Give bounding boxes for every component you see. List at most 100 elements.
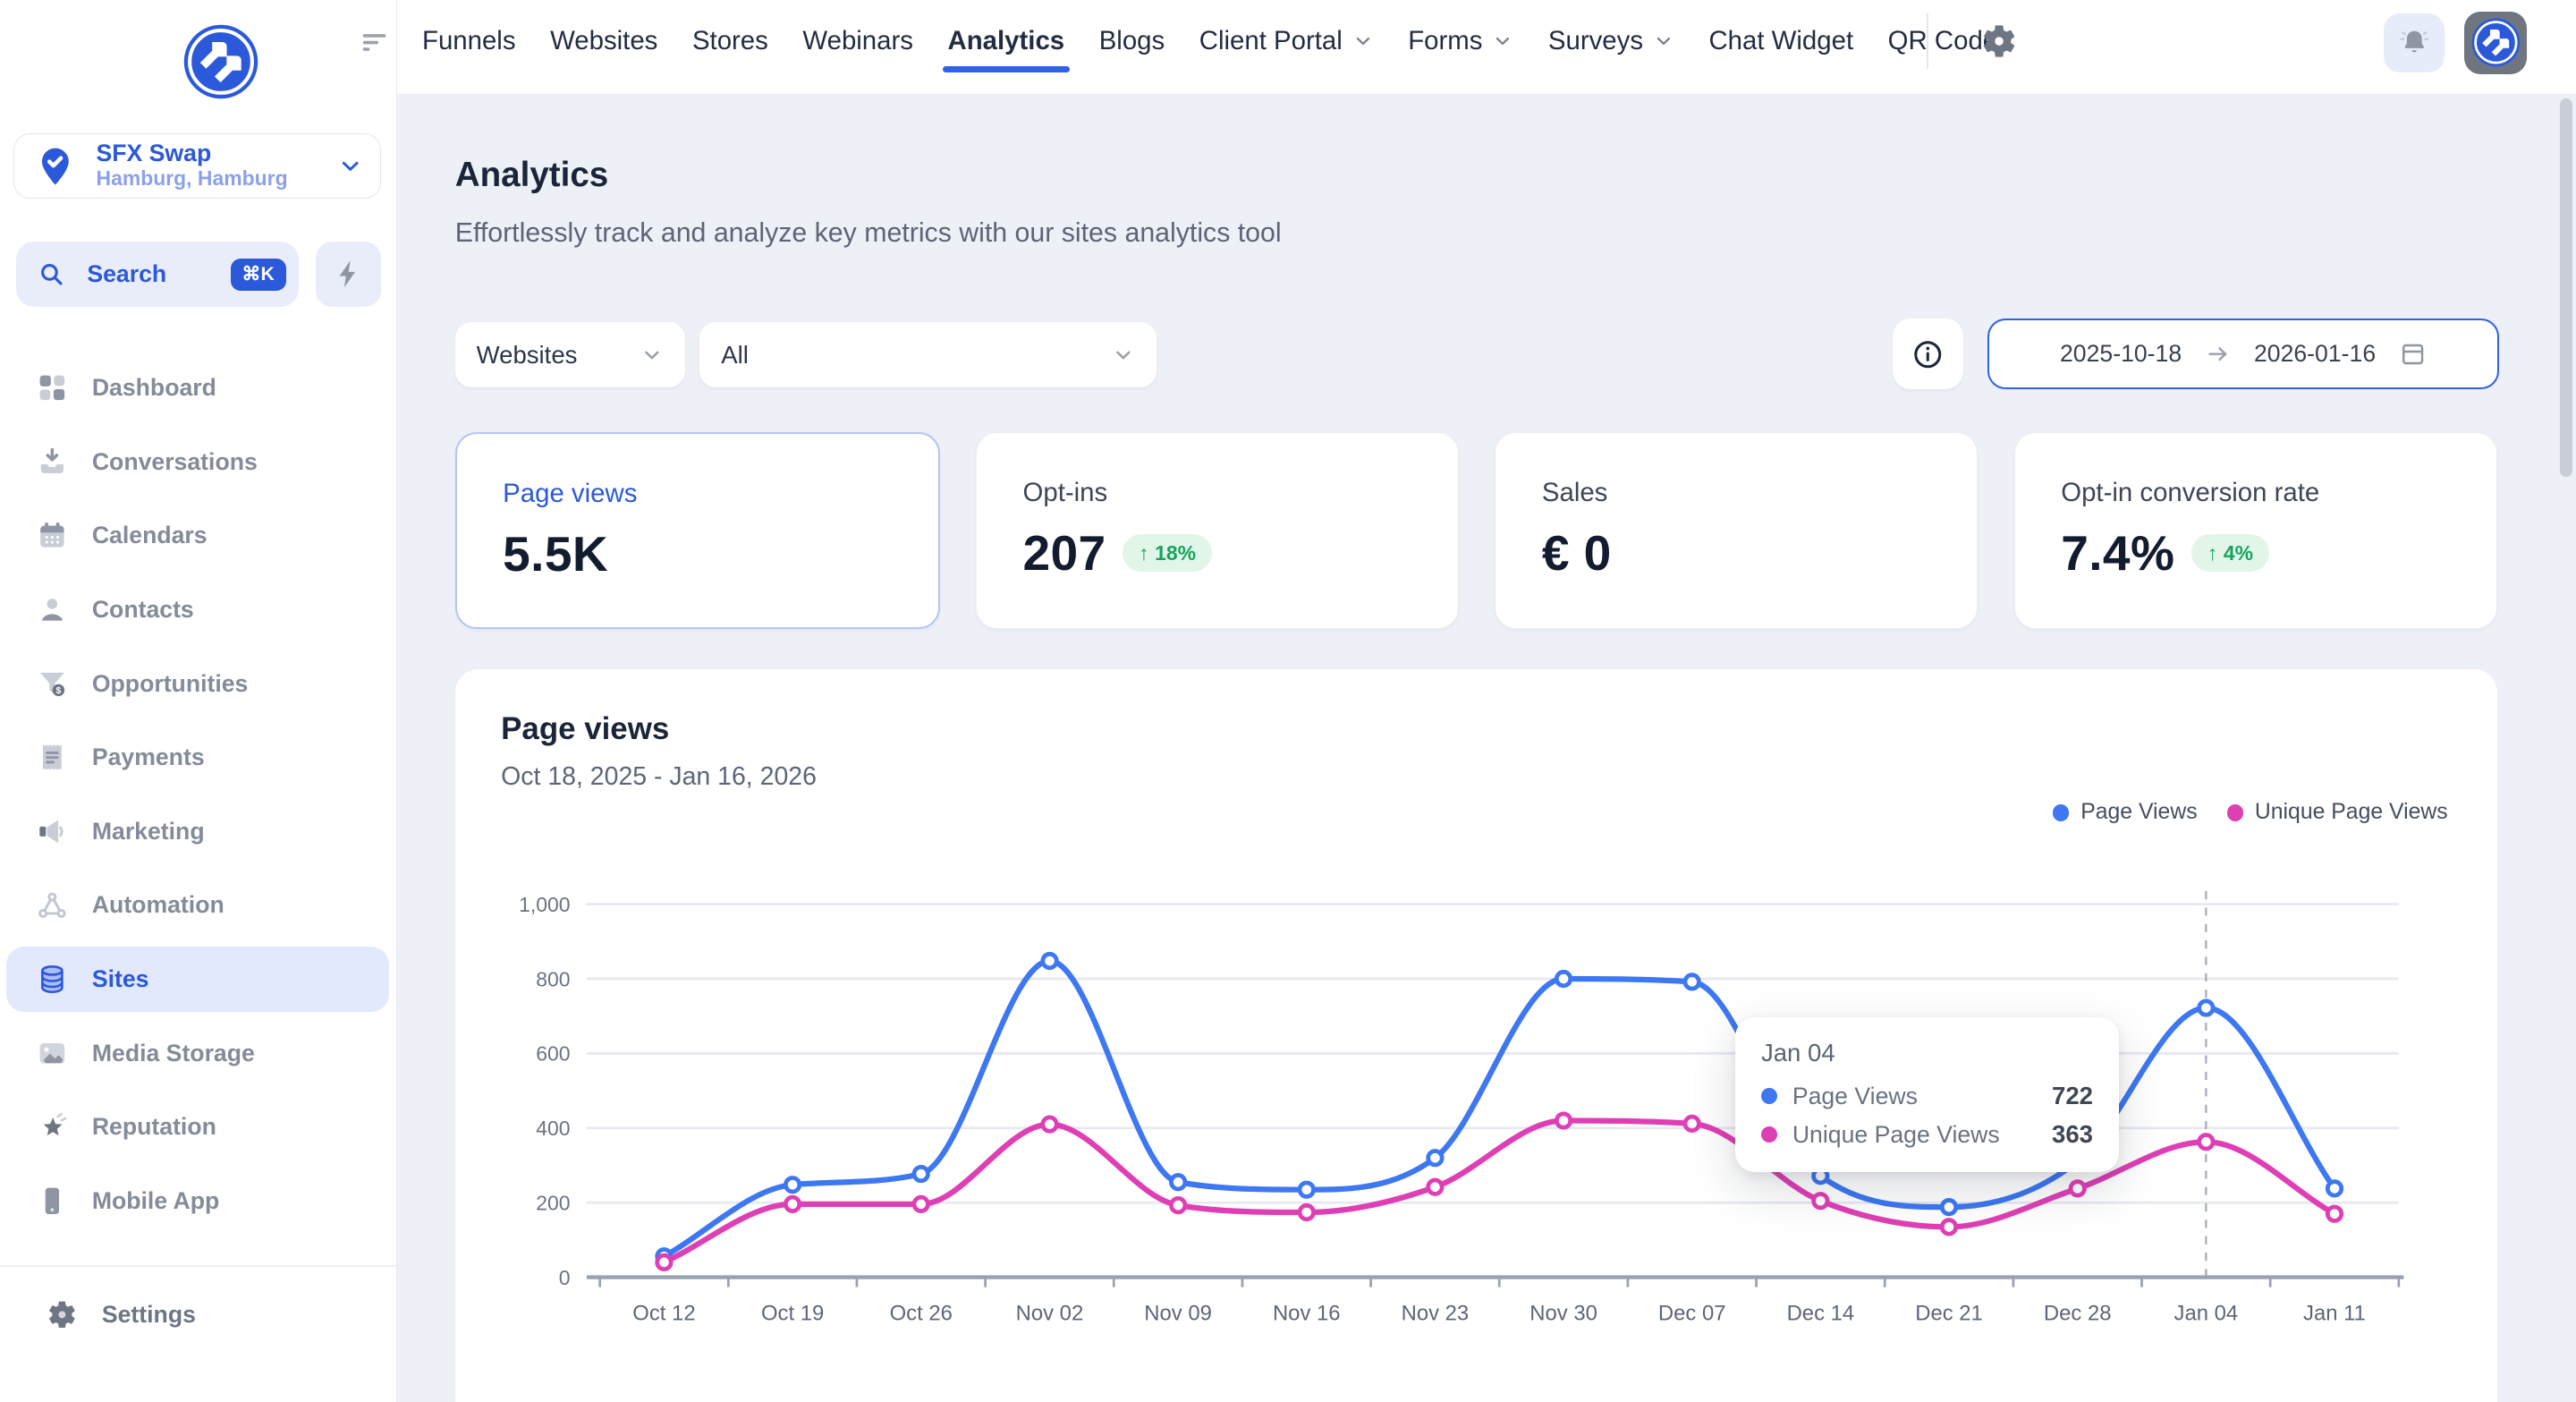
type-select-value: Websites <box>477 341 578 370</box>
nav-item-label: Analytics <box>948 26 1065 56</box>
scope-select[interactable]: All <box>699 322 1157 387</box>
brand-logo-icon <box>181 21 261 102</box>
notifications-button[interactable] <box>2384 13 2445 72</box>
stat-card-page-views[interactable]: Page views5.5K <box>455 432 940 629</box>
settings-gear-icon[interactable] <box>1979 21 2019 61</box>
page-views-chart-card: Page views Oct 18, 2025 - Jan 16, 2026 P… <box>455 669 2497 1402</box>
svg-text:600: 600 <box>536 1041 570 1065</box>
type-select[interactable]: Websites <box>455 322 685 387</box>
page-subtitle: Effortlessly track and analyze key metri… <box>455 218 1282 249</box>
stat-card-opt-in-conversion-rate[interactable]: Opt-in conversion rate7.4%↑ 4% <box>2014 432 2497 629</box>
sidebar-collapse-button[interactable] <box>360 28 389 57</box>
stat-label: Sales <box>1542 478 1931 508</box>
sidebar-item-label: Marketing <box>92 818 205 845</box>
settings-label: Settings <box>102 1301 196 1329</box>
scope-select-value: All <box>721 341 749 370</box>
svg-text:Dec 28: Dec 28 <box>2044 1301 2112 1325</box>
svg-text:Nov 02: Nov 02 <box>1015 1301 1083 1325</box>
dashboard-icon <box>36 371 69 404</box>
nav-item-label: Webinars <box>802 26 913 56</box>
sidebar-item-reputation[interactable]: Reputation <box>6 1094 389 1160</box>
pin-check-icon <box>34 145 77 188</box>
image-icon <box>36 1037 69 1070</box>
svg-text:200: 200 <box>536 1191 570 1214</box>
info-button[interactable] <box>1893 319 1963 389</box>
nav-item-chat-widget[interactable]: Chat Widget <box>1708 16 1853 66</box>
line-chart: 02004006008001,000Oct 12Oct 19Oct 26Nov … <box>455 669 2497 1402</box>
svg-text:Oct 19: Oct 19 <box>761 1301 824 1325</box>
nav-item-surveys[interactable]: Surveys <box>1548 16 1674 66</box>
tooltip-series-value: 722 <box>2052 1082 2093 1110</box>
nav-item-webinars[interactable]: Webinars <box>802 16 913 66</box>
sidebar-item-opportunities[interactable]: $Opportunities <box>6 650 389 716</box>
svg-text:Nov 30: Nov 30 <box>1530 1301 1597 1325</box>
nav-item-label: Websites <box>550 26 657 56</box>
lightning-icon <box>332 258 365 291</box>
nav-item-label: Blogs <box>1099 26 1165 56</box>
star-icon <box>36 1111 69 1144</box>
contact-icon <box>36 593 69 626</box>
search-shortcut-badge: ⌘K <box>231 259 286 291</box>
nav-item-forms[interactable]: Forms <box>1408 16 1513 66</box>
sidebar-item-dashboard[interactable]: Dashboard <box>6 355 389 421</box>
sidebar-item-mobile-app[interactable]: Mobile App <box>6 1168 389 1234</box>
stat-value: 207 <box>1023 524 1106 582</box>
quick-actions-button[interactable] <box>316 242 381 307</box>
stat-card-sales[interactable]: Sales€ 0 <box>1495 432 1978 629</box>
svg-text:Dec 21: Dec 21 <box>1915 1301 1983 1325</box>
svg-text:1,000: 1,000 <box>519 892 570 915</box>
sidebar-item-automation[interactable]: Automation <box>6 872 389 938</box>
nav-item-label: Forms <box>1408 26 1482 56</box>
svg-text:0: 0 <box>559 1265 571 1288</box>
search-icon <box>38 260 65 288</box>
stat-label: Opt-in conversion rate <box>2061 478 2450 508</box>
svg-text:800: 800 <box>536 967 570 990</box>
date-range-picker[interactable]: 2025-10-18 2026-01-16 <box>1987 319 2498 389</box>
chevron-down-icon <box>1653 30 1674 52</box>
megaphone-icon <box>36 815 69 848</box>
account-switcher[interactable]: SFX Swap Hamburg, Hamburg <box>13 133 381 199</box>
topnav: Funnels Websites Stores Webinars Analytics Bl… <box>422 0 2011 82</box>
stat-card-opt-ins[interactable]: Opt-ins207↑ 18% <box>976 432 1459 629</box>
sidebar-item-contacts[interactable]: Contacts <box>6 577 389 642</box>
nav-item-label: Funnels <box>422 26 516 56</box>
nav-item-websites[interactable]: Websites <box>550 16 657 66</box>
nav-item-stores[interactable]: Stores <box>692 16 768 66</box>
profile-avatar[interactable] <box>2464 12 2527 74</box>
sidebar-item-conversations[interactable]: Conversations <box>6 429 389 494</box>
sidebar-item-settings[interactable]: Settings <box>6 1282 389 1347</box>
sidebar-item-media-storage[interactable]: Media Storage <box>6 1021 389 1086</box>
nav-item-client-portal[interactable]: Client Portal <box>1199 16 1374 66</box>
nav-item-funnels[interactable]: Funnels <box>422 16 516 66</box>
chevron-down-icon <box>1492 30 1513 52</box>
sidebar-item-label: Dashboard <box>92 374 216 402</box>
page-scrollbar[interactable] <box>2560 98 2573 476</box>
chevron-down-icon <box>337 153 363 179</box>
sidebar-item-label: Conversations <box>92 448 258 476</box>
sidebar: SFX Swap Hamburg, Hamburg Search ⌘K Dash… <box>0 0 397 1402</box>
sidebar-item-label: Reputation <box>92 1113 216 1141</box>
sidebar-item-marketing[interactable]: Marketing <box>6 799 389 864</box>
nav-item-label: Surveys <box>1548 26 1643 56</box>
automation-icon <box>36 889 69 922</box>
sidebar-item-calendars[interactable]: Calendars <box>6 503 389 568</box>
chevron-down-icon <box>1112 344 1135 367</box>
chart-tooltip: Jan 04 Page Views722Unique Page Views363 <box>1735 1017 2120 1172</box>
nav-item-blogs[interactable]: Blogs <box>1099 16 1165 66</box>
funnel-dollar-icon: $ <box>36 667 69 701</box>
sidebar-item-payments[interactable]: Payments <box>6 725 389 790</box>
account-location: Hamburg, Hamburg <box>97 166 338 191</box>
tooltip-dot <box>1761 1088 1777 1104</box>
nav-item-analytics[interactable]: Analytics <box>948 16 1065 66</box>
sidebar-divider <box>0 1265 396 1267</box>
svg-text:Oct 12: Oct 12 <box>632 1301 695 1325</box>
stats-row: Page views5.5KOpt-ins207↑ 18%Sales€ 0Opt… <box>455 432 2497 629</box>
bell-icon <box>2397 25 2432 60</box>
inbox-icon <box>36 446 69 479</box>
sidebar-item-sites[interactable]: Sites <box>6 947 389 1012</box>
sidebar-item-label: Automation <box>92 891 225 919</box>
calendar-icon <box>36 519 69 552</box>
svg-text:Oct 26: Oct 26 <box>889 1301 952 1325</box>
search-input[interactable]: Search ⌘K <box>16 242 299 307</box>
svg-text:Nov 16: Nov 16 <box>1273 1301 1341 1325</box>
